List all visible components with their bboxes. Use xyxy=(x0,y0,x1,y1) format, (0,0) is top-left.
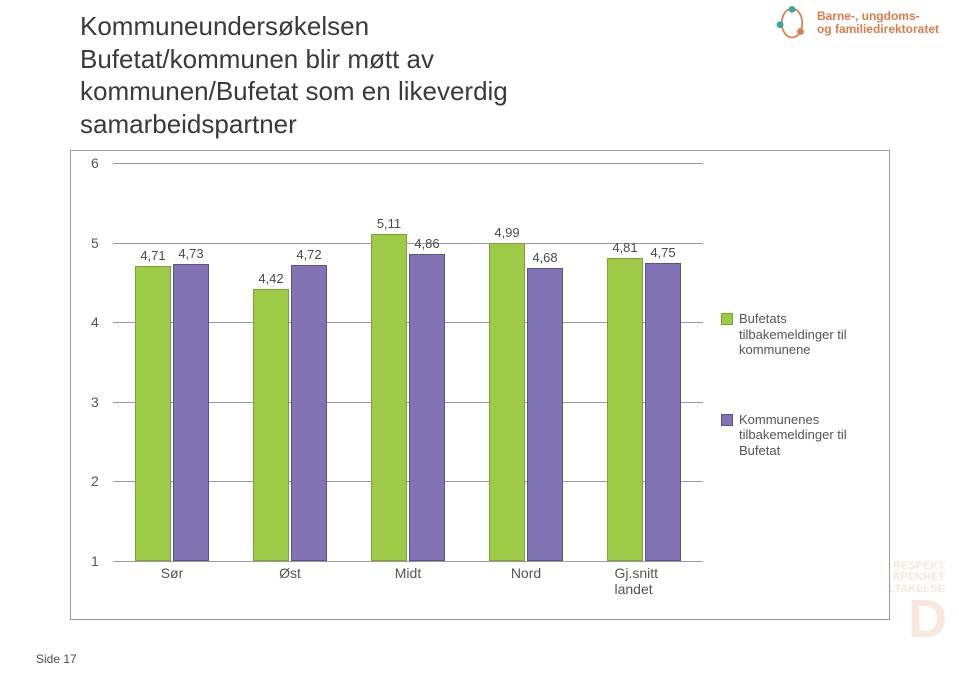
y-tick-label: 6 xyxy=(91,155,99,171)
bar-value-label: 4,73 xyxy=(173,246,209,261)
bar: 4,99 xyxy=(489,243,525,561)
bar-fill xyxy=(291,265,327,561)
legend-item-1: Bufetats tilbakemeldinger til kommunene xyxy=(721,311,881,358)
bar: 4,71 xyxy=(135,266,171,561)
bar-value-label: 4,72 xyxy=(291,247,327,262)
x-tick-label: Sør xyxy=(161,565,184,581)
x-tick-label: Gj.snitt landet xyxy=(615,565,674,597)
logo-text-line-2: og familiedirektoratet xyxy=(817,23,939,36)
slide: Kommuneundersøkelsen Bufetat/kommunen bl… xyxy=(0,0,959,680)
chart-frame: 1234564,714,734,424,725,114,864,994,684,… xyxy=(70,150,890,620)
slide-title: Kommuneundersøkelsen Bufetat/kommunen bl… xyxy=(80,10,640,140)
bar: 4,81 xyxy=(607,258,643,561)
bar: 4,86 xyxy=(409,254,445,561)
bar: 4,68 xyxy=(527,268,563,561)
bar-value-label: 4,81 xyxy=(607,240,643,255)
legend-swatch-2 xyxy=(721,414,733,426)
bar-fill xyxy=(607,258,643,561)
bar-fill xyxy=(135,266,171,561)
bar: 4,42 xyxy=(253,289,289,561)
legend-label-2: Kommunenes tilbakemeldinger til Bufetat xyxy=(739,412,881,459)
bar-value-label: 4,42 xyxy=(253,271,289,286)
bar-fill xyxy=(173,264,209,561)
y-tick-label: 4 xyxy=(91,314,99,330)
legend-item-2: Kommunenes tilbakemeldinger til Bufetat xyxy=(721,412,881,459)
title-block: Kommuneundersøkelsen Bufetat/kommunen bl… xyxy=(80,10,640,140)
grid-line xyxy=(113,163,703,164)
bar-fill xyxy=(253,289,289,561)
y-tick-label: 2 xyxy=(91,473,99,489)
y-tick-label: 5 xyxy=(91,235,99,251)
bar-value-label: 4,86 xyxy=(409,236,445,251)
bar: 4,72 xyxy=(291,265,327,561)
legend-label-1: Bufetats tilbakemeldinger til kommunene xyxy=(739,311,881,358)
bar-fill xyxy=(645,263,681,562)
x-tick-label: Øst xyxy=(279,565,301,581)
bar-fill xyxy=(527,268,563,561)
legend-swatch-1 xyxy=(721,313,733,325)
bar-fill xyxy=(489,243,525,561)
bar-value-label: 5,11 xyxy=(371,216,407,231)
y-tick-label: 1 xyxy=(91,553,99,569)
bar-value-label: 4,75 xyxy=(645,245,681,260)
x-tick-label: Midt xyxy=(395,565,421,581)
plot-area: 1234564,714,734,424,725,114,864,994,684,… xyxy=(113,163,703,561)
logo-text: Barne-, ungdoms- og familiedirektoratet xyxy=(817,10,939,36)
grid-line xyxy=(113,561,703,562)
bar-value-label: 4,68 xyxy=(527,250,563,265)
legend: Bufetats tilbakemeldinger til kommunene … xyxy=(721,311,881,513)
page-number: Side 17 xyxy=(36,652,77,666)
bar-fill xyxy=(409,254,445,561)
y-tick-label: 3 xyxy=(91,394,99,410)
title-line-2: Bufetat/kommunen blir møtt av kommunen/B… xyxy=(80,44,508,139)
logo-icon xyxy=(775,6,809,40)
bar-value-label: 4,71 xyxy=(135,248,171,263)
org-logo: Barne-, ungdoms- og familiedirektoratet xyxy=(775,6,939,40)
bar: 4,73 xyxy=(173,264,209,561)
bar-value-label: 4,99 xyxy=(489,225,525,240)
bar: 4,75 xyxy=(645,263,681,562)
bar-fill xyxy=(371,234,407,561)
x-tick-label: Nord xyxy=(511,565,541,581)
x-axis-labels: SørØstMidtNordGj.snitt landet xyxy=(113,565,703,585)
bar: 5,11 xyxy=(371,234,407,561)
title-line-1: Kommuneundersøkelsen xyxy=(80,11,369,41)
